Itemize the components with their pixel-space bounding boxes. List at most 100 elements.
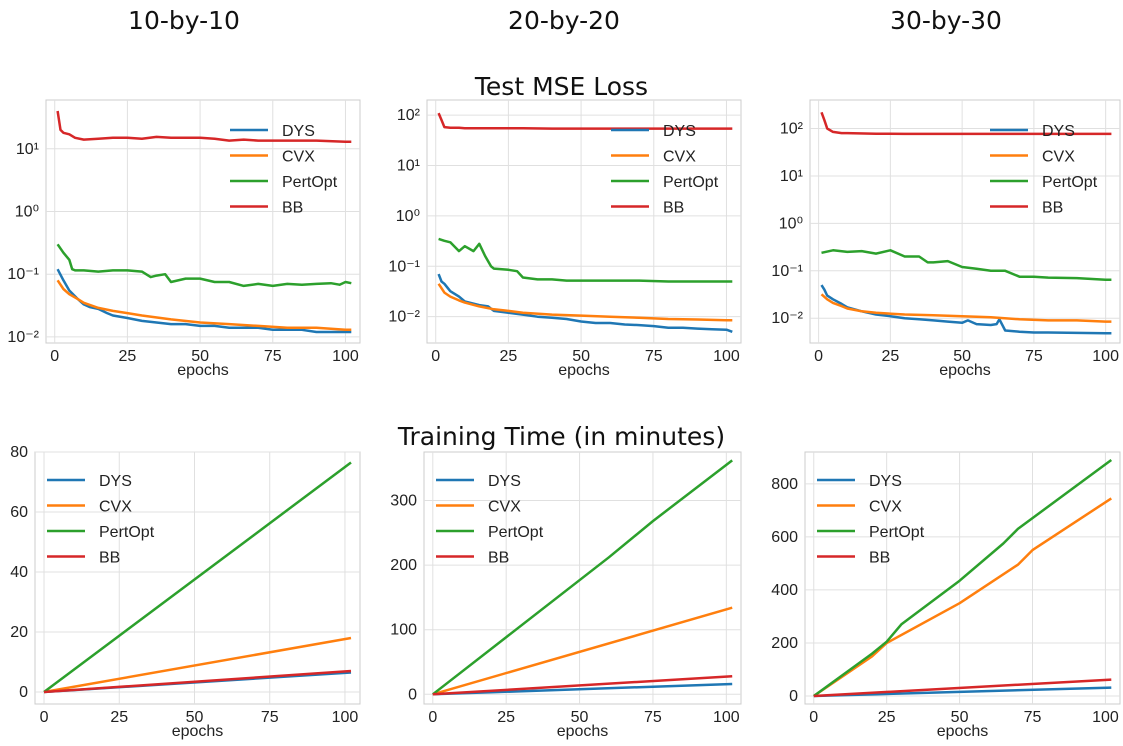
legend: DYS CVX PertOpt BB bbox=[436, 473, 544, 567]
y-tick-label: 0 bbox=[789, 688, 798, 705]
chart-panel-5: 0 25 50 75 100 0 100 200 300 epochs DYS CVX PertOpt B… bbox=[390, 451, 742, 740]
y-tick-label: 10¹ bbox=[16, 141, 39, 158]
plot-area bbox=[809, 99, 1121, 344]
x-tick-label: 50 bbox=[186, 709, 204, 726]
x-tick-label: 75 bbox=[261, 709, 279, 726]
x-tick-label: 100 bbox=[332, 709, 359, 726]
y-tick-label: 200 bbox=[390, 557, 417, 574]
legend-label-dys: DYS bbox=[663, 123, 696, 140]
series-line-pertopt bbox=[432, 459, 733, 696]
y-tick-label: 400 bbox=[771, 582, 798, 599]
y-tick-label: 300 bbox=[390, 492, 417, 509]
y-tick-label: 10⁻² bbox=[7, 329, 39, 346]
chart-panel-3: 0 25 50 75 100 10⁻² 10⁻¹ 10⁰ 10¹ 10² epochs DYS CVX P… bbox=[771, 99, 1121, 379]
chart-panel-4: 0 25 50 75 100 0 20 40 60 80 epochs DYS CVX PertOpt BB bbox=[10, 444, 361, 740]
legend-label-pertopt: PertOpt bbox=[99, 524, 155, 541]
x-tick-label: 100 bbox=[713, 709, 740, 726]
legend-label-bb: BB bbox=[1042, 200, 1063, 217]
y-tick-label: 80 bbox=[10, 444, 28, 461]
legend-label-pertopt: PertOpt bbox=[663, 174, 719, 191]
x-tick-label: 75 bbox=[644, 709, 662, 726]
legend-label-cvx: CVX bbox=[488, 499, 521, 516]
column-title-30x30: 30-by-30 bbox=[890, 6, 1002, 35]
series-line-cvx bbox=[820, 293, 1112, 323]
x-tick-label: 50 bbox=[572, 348, 590, 365]
x-axis-label: epochs bbox=[939, 362, 991, 379]
y-tick-label: 10¹ bbox=[780, 168, 803, 185]
series-line-bb bbox=[820, 111, 1112, 136]
series-line-cvx bbox=[813, 497, 1112, 698]
series-line-bb bbox=[43, 669, 352, 694]
y-tick-label: 10⁻² bbox=[388, 309, 420, 326]
column-title-20x20: 20-by-20 bbox=[508, 6, 620, 35]
legend-label-cvx: CVX bbox=[1042, 149, 1075, 166]
x-tick-label: 0 bbox=[809, 709, 818, 726]
x-tick-label: 0 bbox=[428, 709, 437, 726]
y-tick-label: 40 bbox=[10, 564, 28, 581]
series-line-pertopt bbox=[821, 249, 1112, 281]
y-tick-label: 20 bbox=[10, 624, 28, 641]
chart-panel-1: 0 25 50 75 100 10⁻² 10⁻¹ 10⁰ 10¹ epochs DYS CVX Pert… bbox=[7, 99, 361, 379]
legend: DYS CVX PertOpt BB bbox=[611, 123, 719, 217]
y-tick-label: 100 bbox=[390, 622, 417, 639]
y-tick-label: 10² bbox=[780, 121, 804, 138]
series-line-bb bbox=[56, 110, 352, 143]
legend-label-bb: BB bbox=[99, 550, 120, 567]
legend-label-pertopt: PertOpt bbox=[488, 524, 544, 541]
legend-label-dys: DYS bbox=[488, 473, 521, 490]
x-axis-label: epochs bbox=[937, 723, 989, 740]
series-line-cvx bbox=[437, 283, 733, 322]
legend-label-bb: BB bbox=[488, 550, 509, 567]
x-tick-label: 100 bbox=[332, 348, 359, 365]
series-line-pertopt bbox=[438, 237, 733, 283]
y-tick-label: 10⁻² bbox=[771, 310, 803, 327]
y-tick-label: 200 bbox=[771, 635, 798, 652]
legend-label-pertopt: PertOpt bbox=[869, 524, 925, 541]
chart-panel-2: 0 25 50 75 100 10⁻² 10⁻¹ 10⁰ 10¹ 10² epochs DYS CVX P… bbox=[388, 99, 742, 379]
x-tick-label: 100 bbox=[1092, 348, 1119, 365]
y-tick-label: 10⁻¹ bbox=[7, 266, 39, 283]
series-line-pertopt bbox=[813, 458, 1113, 698]
chart-panel-6: 0 25 50 75 100 0 200 400 600 800 epochs DYS CVX PertO… bbox=[771, 451, 1121, 740]
legend-label-dys: DYS bbox=[869, 473, 902, 490]
x-axis-label: epochs bbox=[557, 723, 609, 740]
x-tick-label: 75 bbox=[1024, 709, 1042, 726]
column-title-10x10: 10-by-10 bbox=[128, 6, 240, 35]
x-axis-label: epochs bbox=[177, 362, 229, 379]
x-tick-label: 25 bbox=[500, 348, 518, 365]
y-tick-label: 10⁻¹ bbox=[771, 263, 803, 280]
x-tick-label: 25 bbox=[119, 348, 137, 365]
series-line-bb bbox=[813, 678, 1112, 698]
series-line-cvx bbox=[432, 606, 733, 696]
y-tick-label: 800 bbox=[771, 476, 798, 493]
series-line-pertopt bbox=[43, 461, 352, 694]
x-tick-label: 50 bbox=[191, 348, 209, 365]
legend-label-dys: DYS bbox=[99, 473, 132, 490]
x-tick-label: 0 bbox=[50, 348, 59, 365]
series-line-pertopt bbox=[56, 243, 352, 288]
x-tick-label: 25 bbox=[878, 709, 896, 726]
series-line-cvx bbox=[56, 279, 352, 332]
x-axis-label: epochs bbox=[172, 723, 224, 740]
y-tick-label: 0 bbox=[408, 686, 417, 703]
legend-label-bb: BB bbox=[663, 200, 684, 217]
series-line-dys bbox=[432, 682, 733, 696]
x-tick-label: 75 bbox=[645, 348, 663, 365]
legend-label-cvx: CVX bbox=[869, 499, 902, 516]
series-line-dys bbox=[437, 273, 733, 333]
y-tick-label: 600 bbox=[771, 529, 798, 546]
y-tick-label: 10⁰ bbox=[779, 215, 803, 232]
legend: DYS CVX PertOpt BB bbox=[230, 123, 338, 217]
legend-label-pertopt: PertOpt bbox=[282, 174, 338, 191]
legend-label-cvx: CVX bbox=[663, 149, 696, 166]
legend-label-dys: DYS bbox=[282, 123, 315, 140]
x-tick-label: 25 bbox=[881, 348, 899, 365]
y-tick-label: 0 bbox=[19, 684, 28, 701]
x-tick-label: 75 bbox=[1025, 348, 1043, 365]
y-tick-label: 60 bbox=[10, 504, 28, 521]
y-tick-label: 10⁰ bbox=[15, 204, 39, 221]
x-tick-label: 50 bbox=[571, 709, 589, 726]
legend: DYS CVX PertOpt BB bbox=[47, 473, 155, 567]
x-tick-label: 50 bbox=[953, 348, 971, 365]
